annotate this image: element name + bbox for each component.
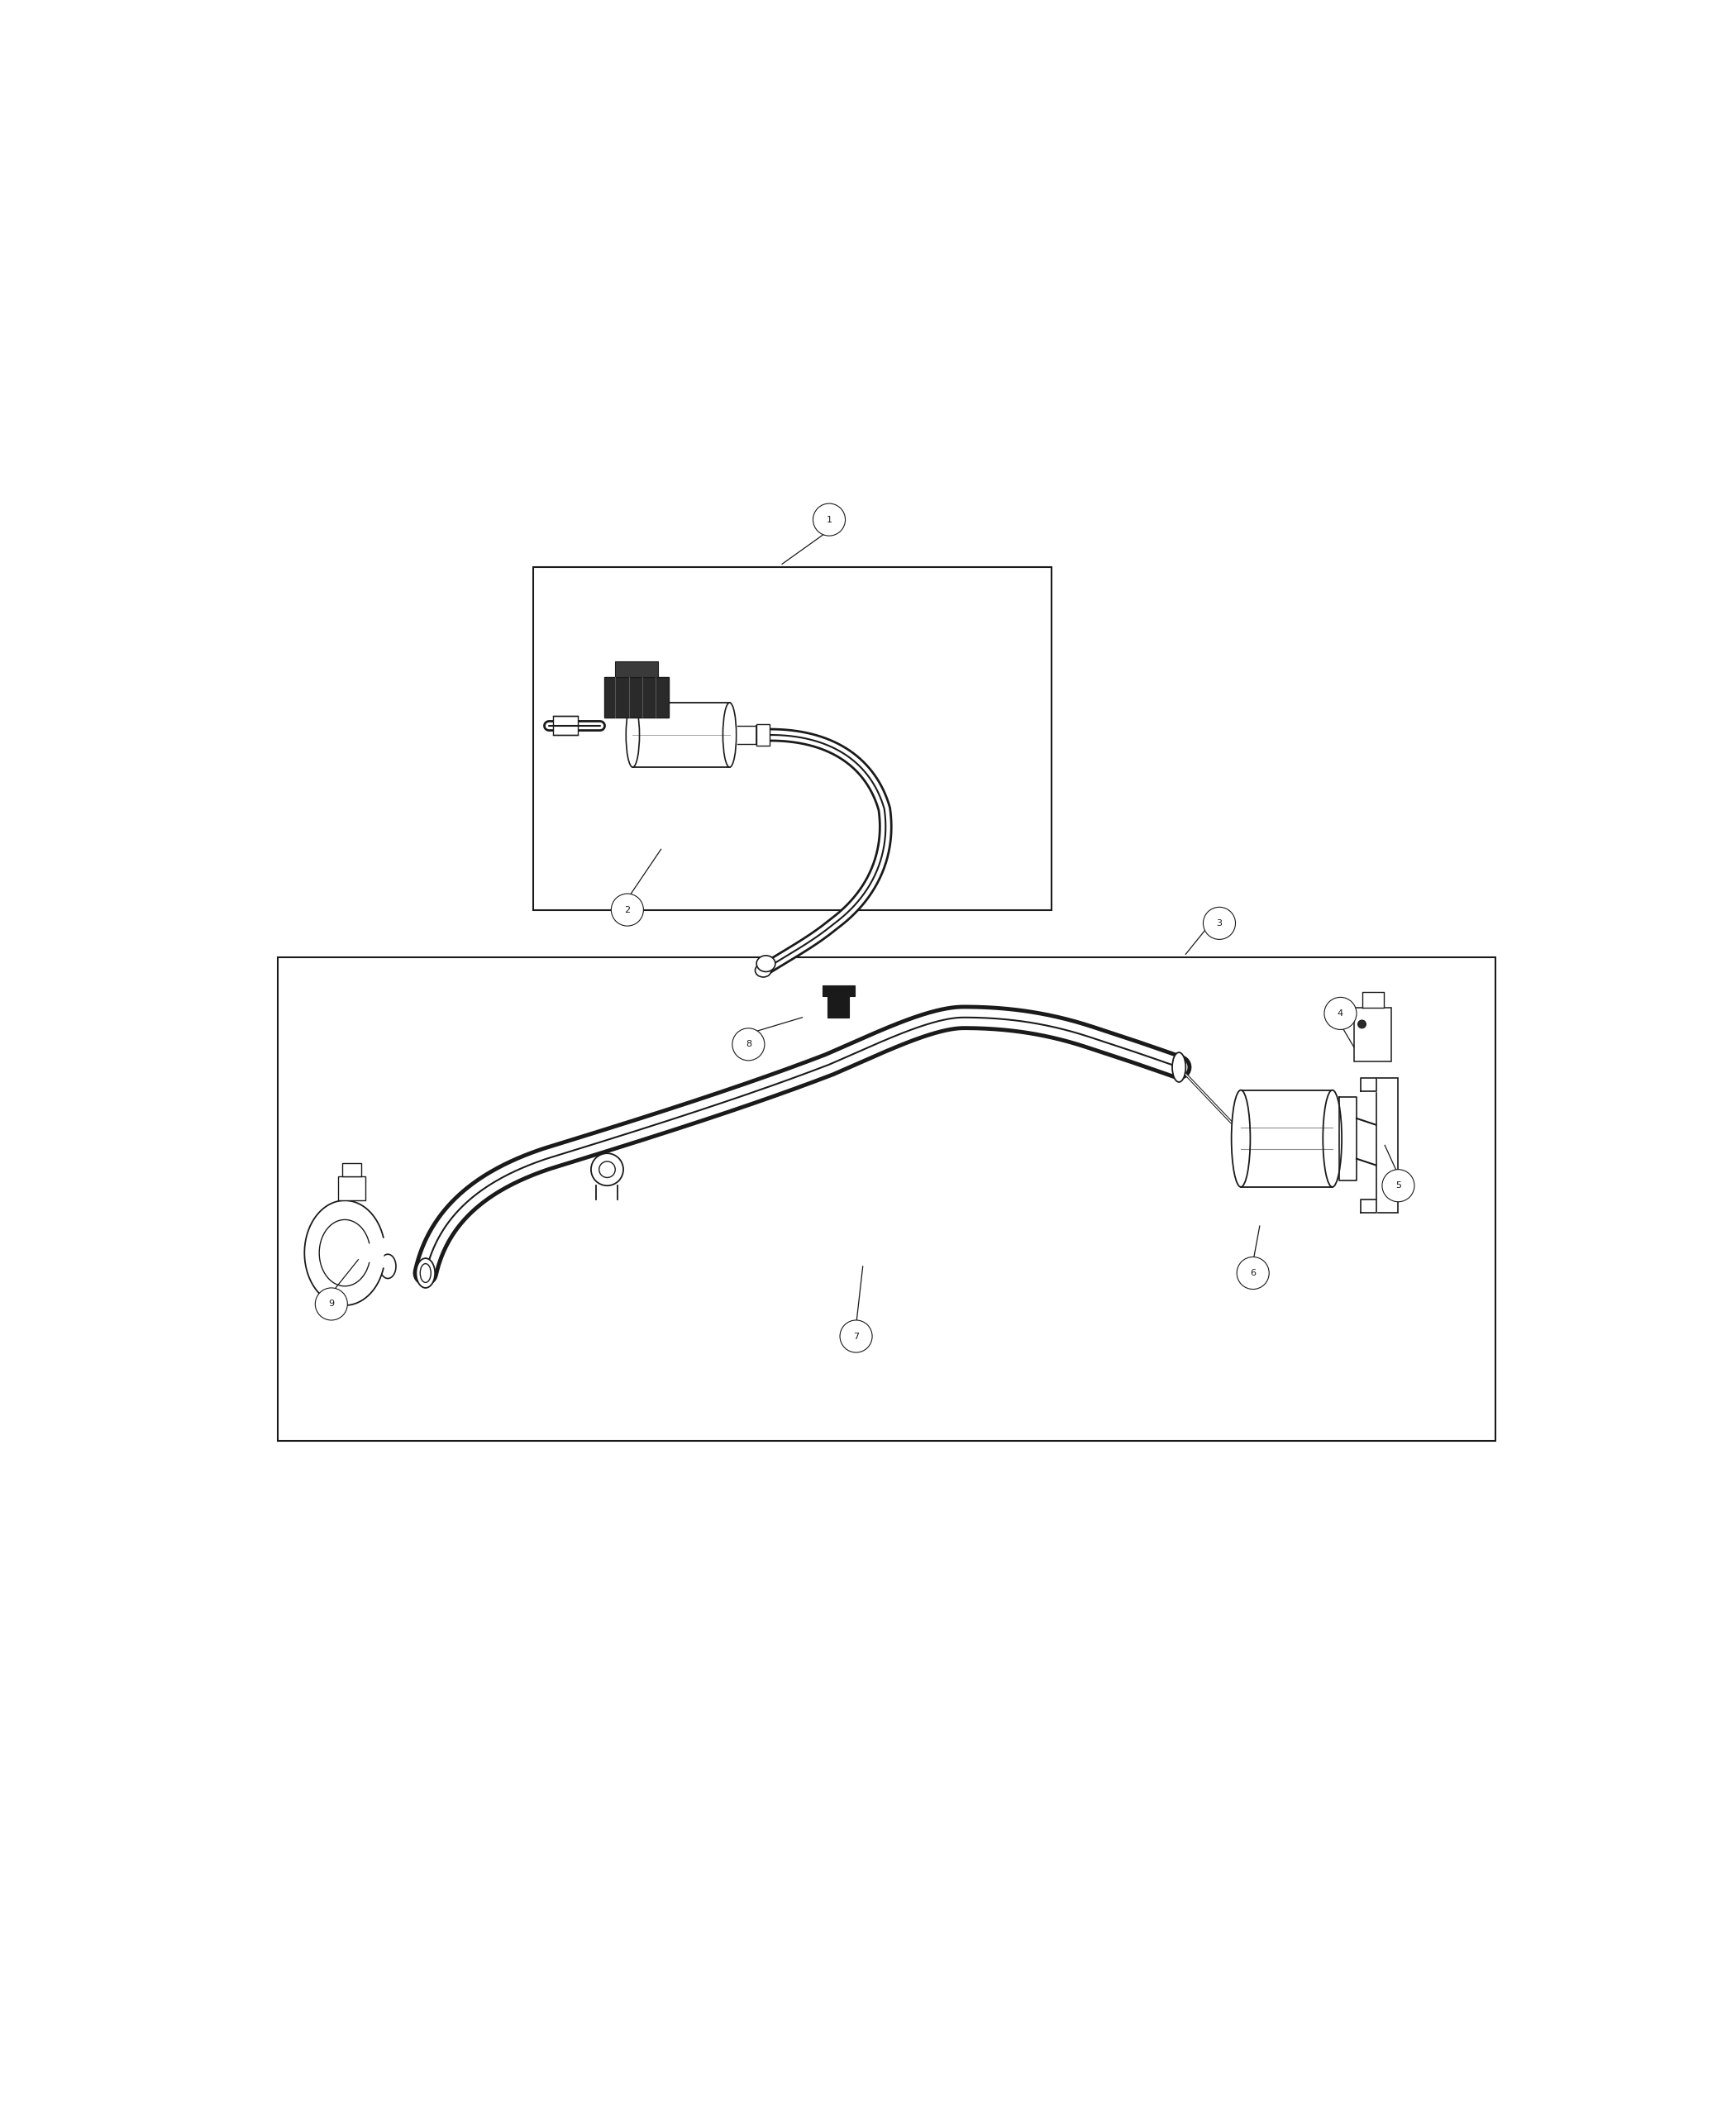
Bar bbox=[1241, 1090, 1332, 1187]
Text: 4: 4 bbox=[1337, 1010, 1344, 1018]
Bar bbox=[632, 702, 729, 767]
Text: 2: 2 bbox=[625, 906, 630, 915]
Ellipse shape bbox=[1358, 1020, 1366, 1029]
Text: 8: 8 bbox=[745, 1039, 752, 1048]
Text: 5: 5 bbox=[1396, 1180, 1401, 1189]
Polygon shape bbox=[304, 1199, 384, 1305]
Ellipse shape bbox=[1323, 1090, 1342, 1187]
Text: 3: 3 bbox=[1217, 919, 1222, 928]
Bar bbox=[823, 984, 854, 995]
Polygon shape bbox=[1363, 993, 1384, 1008]
Text: 9: 9 bbox=[328, 1301, 335, 1309]
Ellipse shape bbox=[755, 963, 771, 978]
Ellipse shape bbox=[420, 1263, 431, 1282]
Bar bbox=[533, 567, 1050, 911]
Ellipse shape bbox=[417, 1258, 436, 1288]
Circle shape bbox=[1203, 906, 1236, 940]
Ellipse shape bbox=[1172, 1052, 1186, 1081]
Circle shape bbox=[1325, 997, 1356, 1029]
Bar bbox=[342, 1164, 361, 1176]
Polygon shape bbox=[1361, 1199, 1377, 1212]
Circle shape bbox=[1236, 1256, 1269, 1290]
Text: 6: 6 bbox=[1250, 1269, 1255, 1277]
Polygon shape bbox=[319, 1221, 370, 1286]
Text: 7: 7 bbox=[852, 1332, 859, 1341]
Circle shape bbox=[733, 1029, 764, 1060]
Ellipse shape bbox=[590, 1153, 623, 1185]
Bar bbox=[757, 725, 771, 746]
Bar bbox=[278, 957, 1495, 1442]
Polygon shape bbox=[1361, 1077, 1377, 1092]
Bar bbox=[828, 995, 849, 1018]
Bar bbox=[615, 662, 658, 677]
Ellipse shape bbox=[380, 1254, 396, 1277]
Bar bbox=[554, 717, 578, 736]
Ellipse shape bbox=[757, 955, 776, 972]
Circle shape bbox=[611, 894, 644, 925]
Bar bbox=[1354, 1008, 1392, 1062]
Circle shape bbox=[316, 1288, 347, 1320]
Bar bbox=[339, 1176, 365, 1199]
Ellipse shape bbox=[599, 1162, 615, 1178]
Ellipse shape bbox=[627, 702, 639, 767]
Circle shape bbox=[840, 1320, 871, 1353]
Ellipse shape bbox=[1231, 1090, 1250, 1187]
Bar bbox=[604, 677, 668, 717]
Circle shape bbox=[1382, 1170, 1415, 1202]
Bar bbox=[1377, 1077, 1397, 1212]
Ellipse shape bbox=[722, 702, 736, 767]
Circle shape bbox=[812, 504, 845, 535]
Text: 1: 1 bbox=[826, 516, 832, 523]
